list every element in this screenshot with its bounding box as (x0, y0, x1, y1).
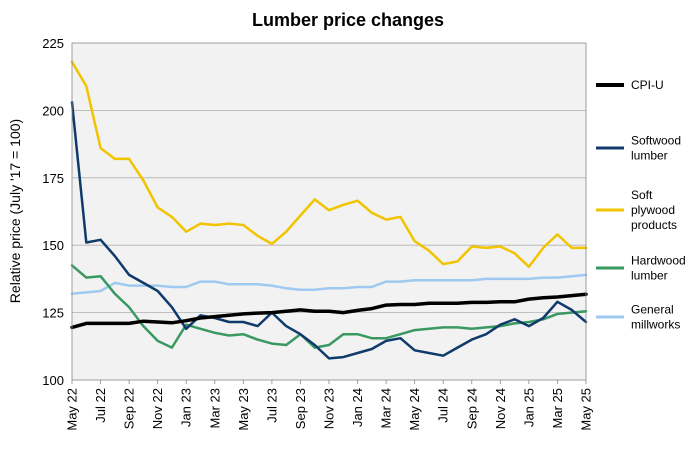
series-lines (70, 60, 588, 360)
legend-label-cpi-u: CPI-U (631, 78, 664, 92)
chart-title: Lumber price changes (252, 10, 444, 30)
x-tick-label: Sep 23 (293, 388, 308, 429)
x-tick-label: Nov 22 (150, 388, 165, 429)
x-tick-label: Sep 22 (122, 388, 137, 429)
x-tick-label: Mar 24 (379, 388, 394, 428)
x-tick-label: Jul 23 (264, 388, 279, 423)
x-tick-label: Jul 22 (93, 388, 108, 423)
legend-label-soft-plywood-products: Soft plywood products (631, 188, 677, 232)
x-tick-label: Sep 24 (464, 388, 479, 429)
legend-label-general-millworks: General millworks (631, 303, 680, 332)
legend: CPI-U Softwood lumber Soft plywood products Ha… (596, 78, 686, 332)
y-tick-label: 225 (42, 36, 64, 51)
x-tick-label: May 22 (65, 388, 80, 431)
y-tick-label: 150 (42, 238, 64, 253)
x-tick-label: Nov 23 (322, 388, 337, 429)
series-line-soft-plywood-products (70, 60, 588, 269)
series-line-general-millworks (70, 273, 588, 295)
y-tick-label: 175 (42, 171, 64, 186)
y-tick-label: 200 (42, 103, 64, 118)
y-axis-ticks: 100 125 150 175 200 225 (42, 36, 64, 388)
y-tick-label: 100 (42, 373, 64, 388)
x-tick-label: Jan 25 (521, 388, 536, 427)
x-tick-label: Jul 24 (436, 388, 451, 423)
series-line-softwood-lumber (70, 101, 588, 360)
legend-label-softwood-lumber: Softwood lumber (631, 134, 681, 163)
x-tick-label: May 25 (579, 388, 594, 431)
x-tick-label: Nov 24 (493, 388, 508, 429)
x-tick-label: Mar 23 (207, 388, 222, 428)
x-tick-label: Mar 25 (550, 388, 565, 428)
x-axis-ticks: May 22 Jul 22 Sep 22 Nov 22 Jan 23 Mar 23 May … (65, 380, 594, 431)
y-tick-label: 125 (42, 306, 64, 321)
x-tick-label: Jan 24 (350, 388, 365, 427)
y-axis-label: Relative price (July '17 = 100) (7, 119, 23, 303)
x-tick-label: May 23 (236, 388, 251, 431)
x-tick-label: Jan 23 (179, 388, 194, 427)
x-tick-label: May 24 (407, 388, 422, 431)
plot-area (72, 43, 586, 380)
series-line-cpi-u (70, 292, 588, 330)
legend-label-hardwood-lumber: Hardwood lumber (631, 254, 686, 283)
